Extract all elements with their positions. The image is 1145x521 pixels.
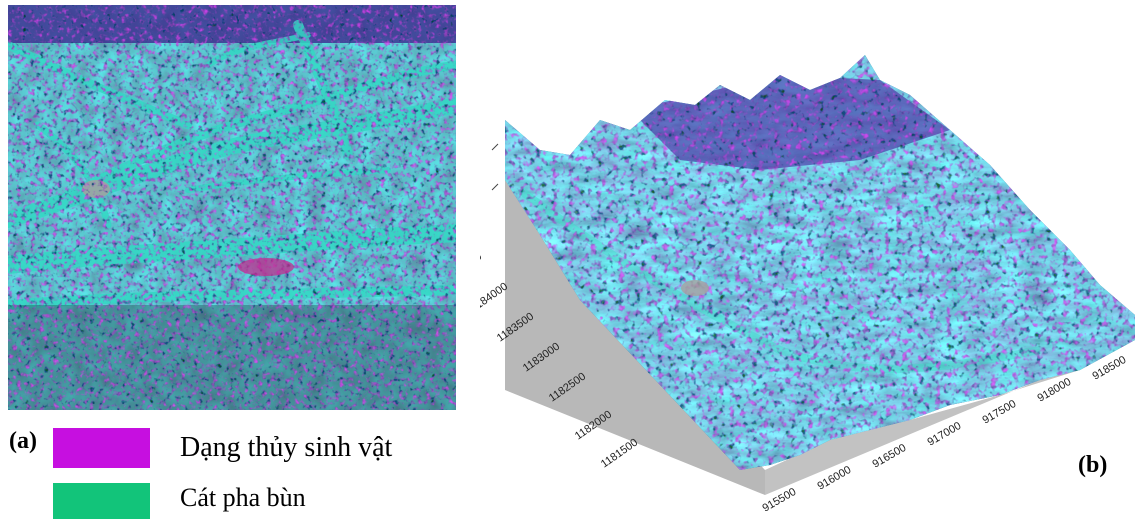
- panel-label-b: (b): [1078, 452, 1108, 478]
- y-tick-label: 1184500: [480, 251, 484, 285]
- y-tick-label: 1181500: [599, 437, 640, 471]
- box-front-wall: [765, 315, 1135, 495]
- panel-label-a: (a): [9, 428, 37, 454]
- legend-swatch-muddy-sand: [53, 483, 150, 519]
- legend-swatch-aquatic: [53, 428, 150, 468]
- box-left-wall: [505, 120, 765, 495]
- legend-label-aquatic: Dạng thủy sinh vật: [180, 432, 393, 463]
- classified-map-image: [8, 5, 456, 410]
- legend-label-muddy-sand: Cát pha bùn: [180, 483, 306, 512]
- terrain-surface-3d: 1184500 1184000 1183500 1183000 1182500 …: [480, 55, 1135, 515]
